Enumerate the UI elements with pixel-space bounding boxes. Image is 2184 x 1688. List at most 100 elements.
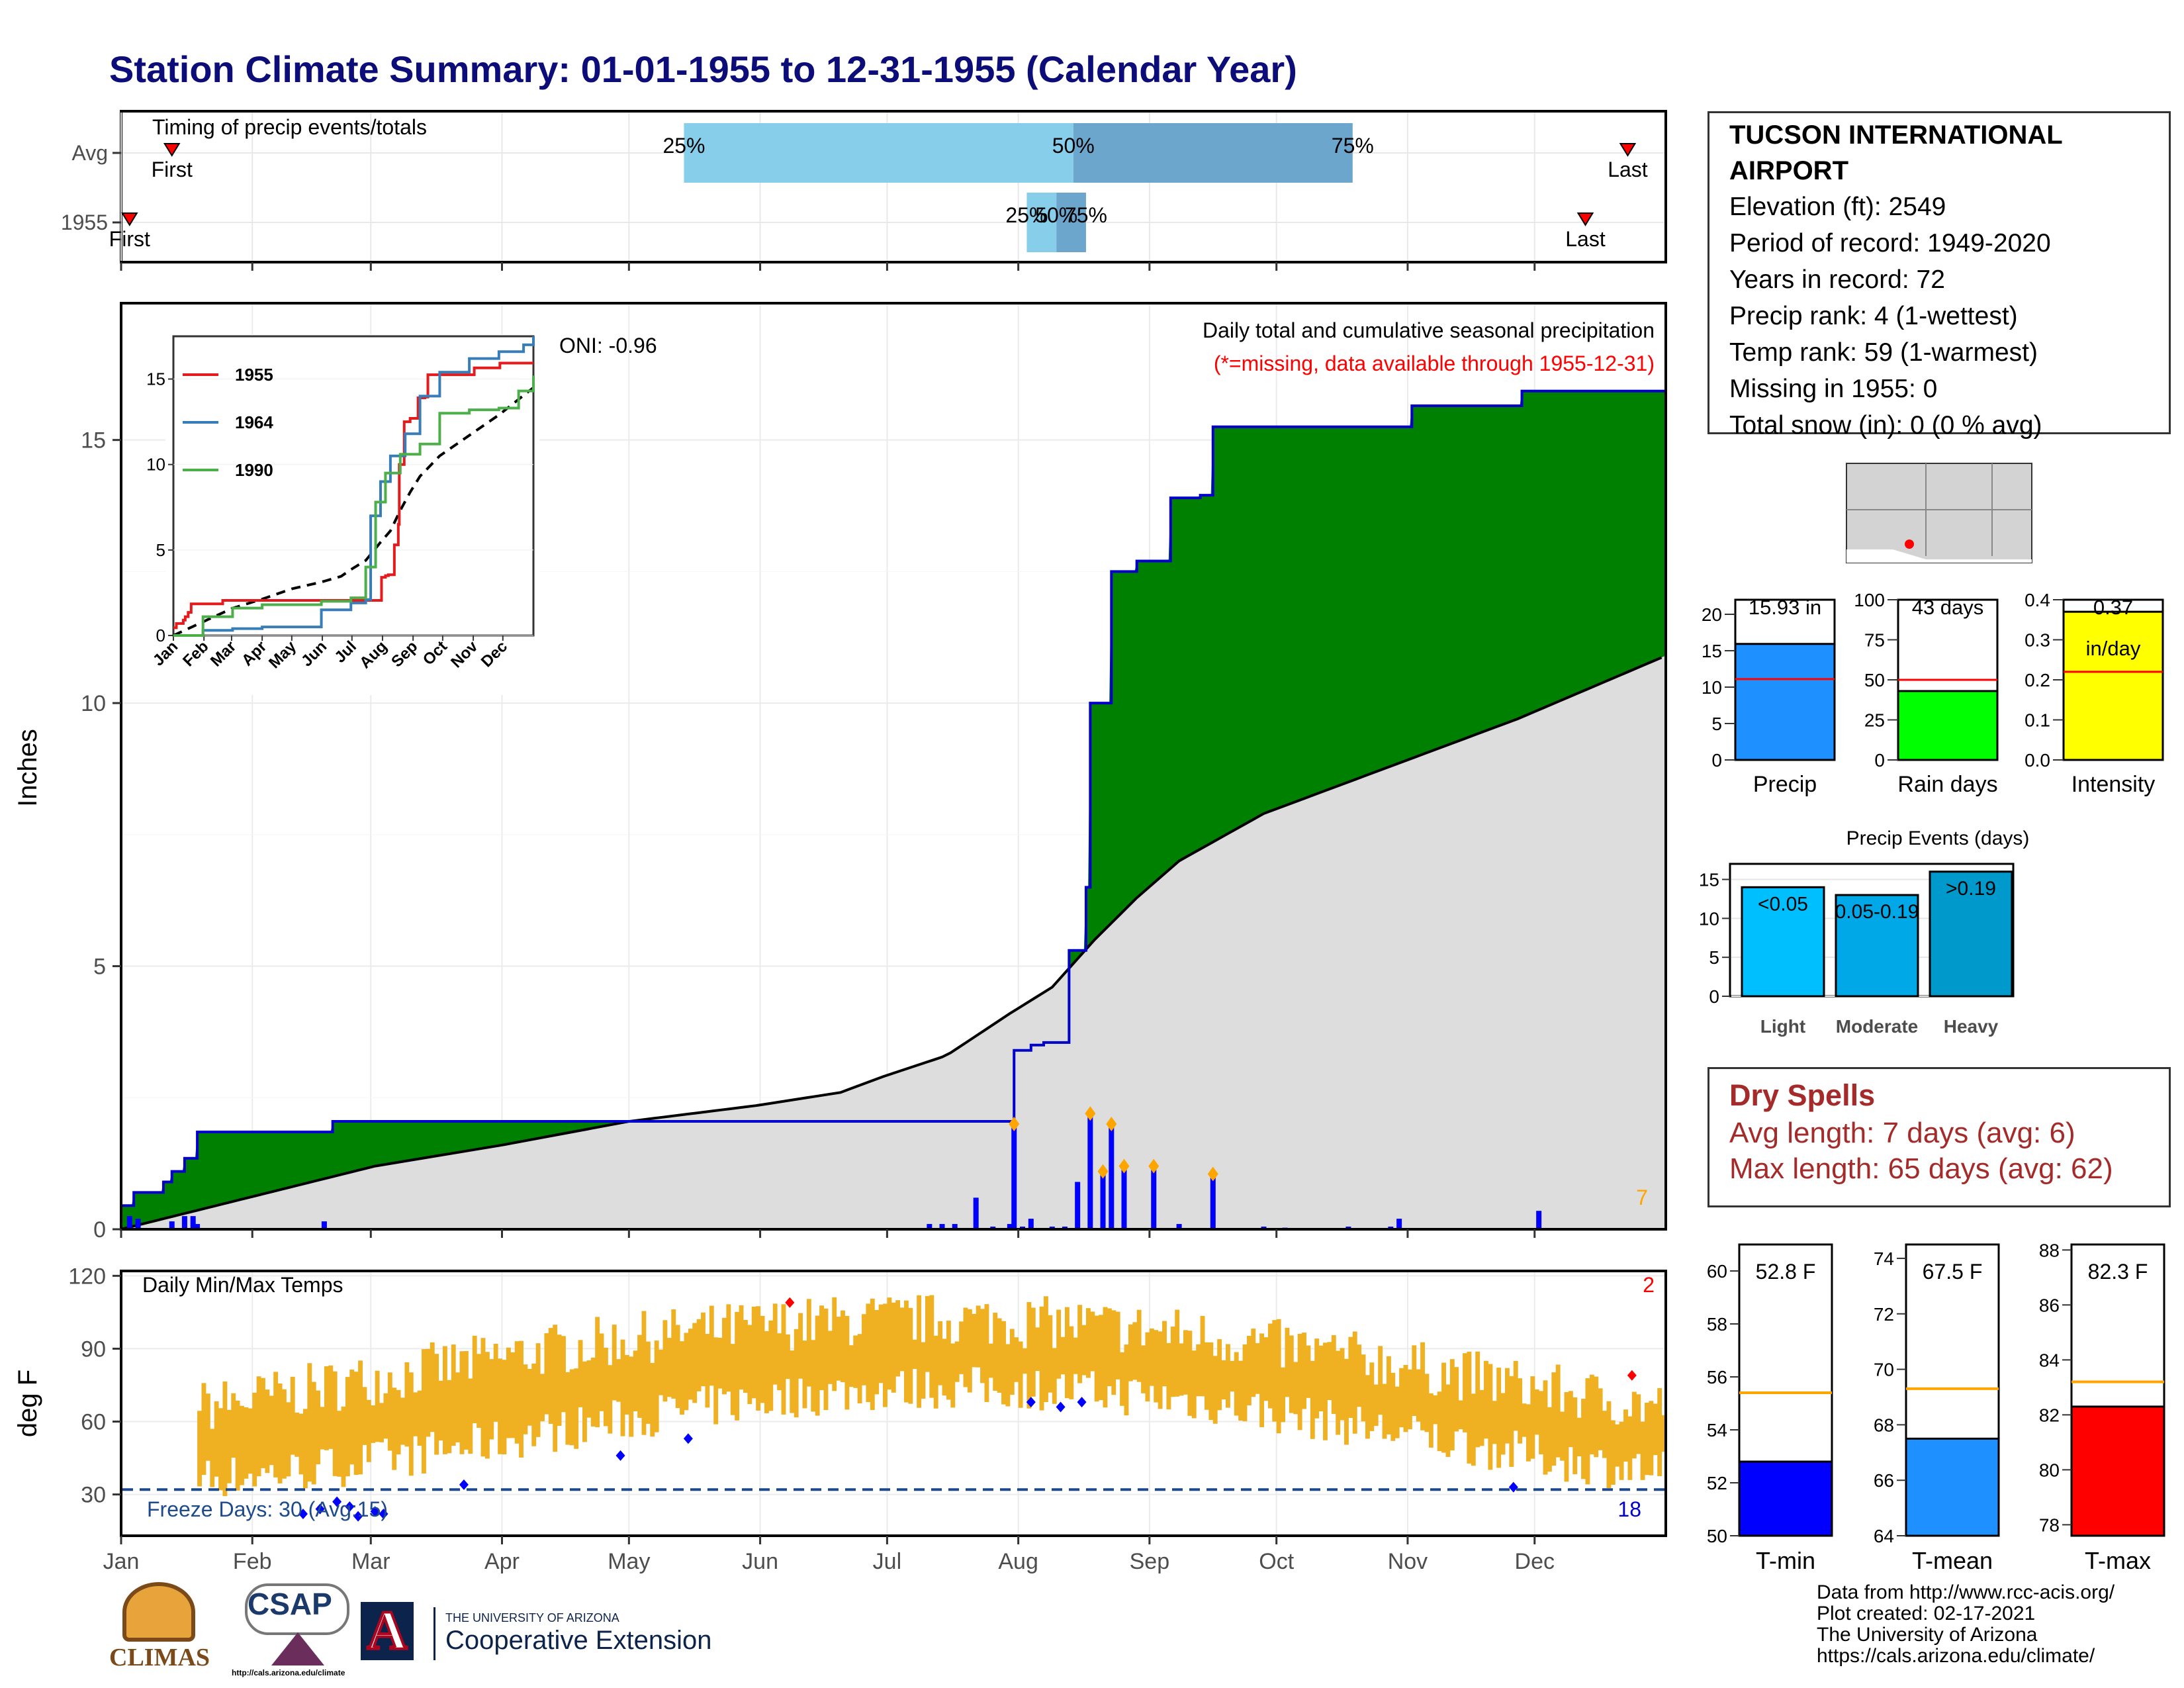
timing-bar-50-75 xyxy=(1056,193,1086,252)
timing-marker-last xyxy=(1619,143,1637,157)
temp-daily-band xyxy=(1631,1391,1637,1459)
summary-bar-rain-days xyxy=(1897,690,1999,761)
temp-daily-band xyxy=(201,1383,206,1476)
temp-summary-bar-t-mean xyxy=(1905,1437,2000,1537)
temp-daily-band xyxy=(739,1305,744,1390)
temp-record-high-marker xyxy=(785,1297,795,1308)
temp-daily-band xyxy=(650,1362,655,1437)
temp-daily-band xyxy=(1166,1342,1171,1410)
temp-summary-tick-label: 56 xyxy=(1707,1367,1727,1387)
summary-bar-tick-label: 0.3 xyxy=(2025,630,2050,651)
temp-daily-band xyxy=(1267,1323,1273,1409)
temp-daily-band xyxy=(1394,1386,1400,1438)
temp-daily-band xyxy=(1170,1327,1175,1397)
temp-daily-band xyxy=(1543,1380,1548,1475)
temp-daily-band xyxy=(565,1372,570,1445)
temp-daily-band xyxy=(1352,1331,1357,1434)
temp-daily-band xyxy=(794,1329,799,1418)
temp-daily-band xyxy=(1005,1344,1011,1407)
temp-daily-band xyxy=(366,1399,371,1462)
temp-daily-band xyxy=(1445,1384,1451,1457)
temp-summary-tick-label: 68 xyxy=(1874,1415,1894,1435)
temp-daily-band xyxy=(561,1336,566,1413)
precip-extreme-marker xyxy=(1009,1117,1020,1132)
temp-daily-band xyxy=(798,1313,803,1379)
precip-daily-bar xyxy=(927,1224,933,1229)
temp-y-tick-label: 90 xyxy=(81,1336,106,1362)
temp-daily-band xyxy=(1458,1400,1463,1430)
temp-daily-band xyxy=(252,1392,257,1487)
csap-url-text: http://cals.arizona.edu/climate xyxy=(232,1668,345,1677)
temp-daily-band xyxy=(671,1309,676,1399)
temp-daily-band xyxy=(1107,1308,1112,1387)
precip-events-bar-light xyxy=(1741,886,1825,998)
temp-daily-band xyxy=(1585,1378,1590,1485)
dry-spells-max: Max length: 65 days (avg: 62) xyxy=(1729,1152,2113,1185)
temp-daily-band xyxy=(523,1364,528,1434)
temp-daily-band xyxy=(1610,1420,1615,1485)
temp-daily-band xyxy=(1505,1368,1510,1444)
temp-daily-band xyxy=(1589,1374,1594,1455)
ua-cooperative-extension-logo: A THE UNIVERSITY OF ARIZONA Cooperative … xyxy=(361,1601,745,1668)
temp-daily-band xyxy=(599,1333,604,1411)
temp-daily-band xyxy=(1471,1393,1476,1466)
temp-daily-band xyxy=(1090,1311,1095,1372)
temp-daily-band xyxy=(430,1342,435,1432)
ua-small-text: THE UNIVERSITY OF ARIZONA xyxy=(445,1611,619,1624)
temp-daily-band xyxy=(387,1372,392,1451)
temp-daily-band xyxy=(1014,1337,1019,1382)
temp-record-low-marker xyxy=(345,1501,355,1512)
temp-daily-band xyxy=(438,1380,443,1441)
timing-row-label-year: 1955 xyxy=(61,211,108,234)
precip-daily-bar xyxy=(1121,1166,1127,1229)
temp-daily-band xyxy=(1534,1389,1539,1435)
temp-daily-band xyxy=(688,1329,693,1400)
footer-line-4: https://cals.arizona.edu/climate/ xyxy=(1817,1645,2095,1667)
precip-y-tick-label: 10 xyxy=(81,691,106,716)
timing-marker-last xyxy=(1576,212,1594,226)
precip-daily-bar xyxy=(1396,1219,1402,1229)
temp-summary-tick-label: 54 xyxy=(1707,1420,1727,1440)
precip-panel-title: Daily total and cumulative seasonal prec… xyxy=(1203,318,1655,342)
temp-summary-tick-label: 70 xyxy=(1874,1360,1894,1380)
temp-daily-band xyxy=(802,1340,807,1409)
temp-daily-band xyxy=(442,1346,447,1454)
temp-summary-tick-label: 58 xyxy=(1707,1314,1727,1335)
temp-record-high-count: 2 xyxy=(1643,1273,1655,1297)
temp-daily-band xyxy=(519,1340,523,1458)
temp-daily-band xyxy=(218,1408,223,1491)
temp-daily-band xyxy=(1285,1327,1290,1397)
temp-daily-band xyxy=(895,1300,901,1377)
temp-record-low-marker xyxy=(379,1508,388,1519)
temp-x-tick-label: May xyxy=(608,1549,650,1574)
precip-daily-bar xyxy=(1176,1224,1182,1229)
temp-daily-band xyxy=(434,1354,439,1455)
temp-daily-band xyxy=(1141,1345,1146,1393)
temp-summary-tick-label: 50 xyxy=(1707,1526,1727,1546)
climas-logo: CLIMAS xyxy=(109,1582,215,1675)
station-period: Period of record: 1949-2020 xyxy=(1729,229,2051,258)
temp-daily-band xyxy=(1259,1333,1265,1427)
temp-daily-band xyxy=(1661,1415,1666,1452)
temp-summary-tick-label: 82 xyxy=(2039,1405,2060,1425)
summary-bar-tick-label: 50 xyxy=(1864,670,1885,690)
temp-daily-band xyxy=(785,1334,790,1380)
temp-daily-band xyxy=(548,1328,553,1424)
precip-extreme-marker xyxy=(1106,1117,1117,1132)
inset-series-line-1990 xyxy=(173,375,535,637)
temp-daily-band xyxy=(1484,1360,1488,1439)
temp-x-tick-label: Oct xyxy=(1259,1549,1294,1574)
temp-daily-band xyxy=(1251,1329,1256,1397)
temp-record-low-marker xyxy=(1026,1397,1036,1408)
temp-daily-band xyxy=(654,1340,659,1432)
temp-daily-band xyxy=(815,1315,820,1416)
temp-daily-band xyxy=(1598,1388,1603,1450)
temp-daily-band xyxy=(447,1380,452,1454)
temp-daily-band xyxy=(1441,1362,1446,1453)
temp-daily-band xyxy=(231,1393,236,1458)
temp-daily-band xyxy=(358,1360,363,1475)
temp-record-low-marker xyxy=(370,1506,380,1517)
temp-daily-band xyxy=(1467,1351,1472,1464)
precip-daily-bar xyxy=(321,1221,327,1229)
summary-bar-precip xyxy=(1734,643,1836,761)
